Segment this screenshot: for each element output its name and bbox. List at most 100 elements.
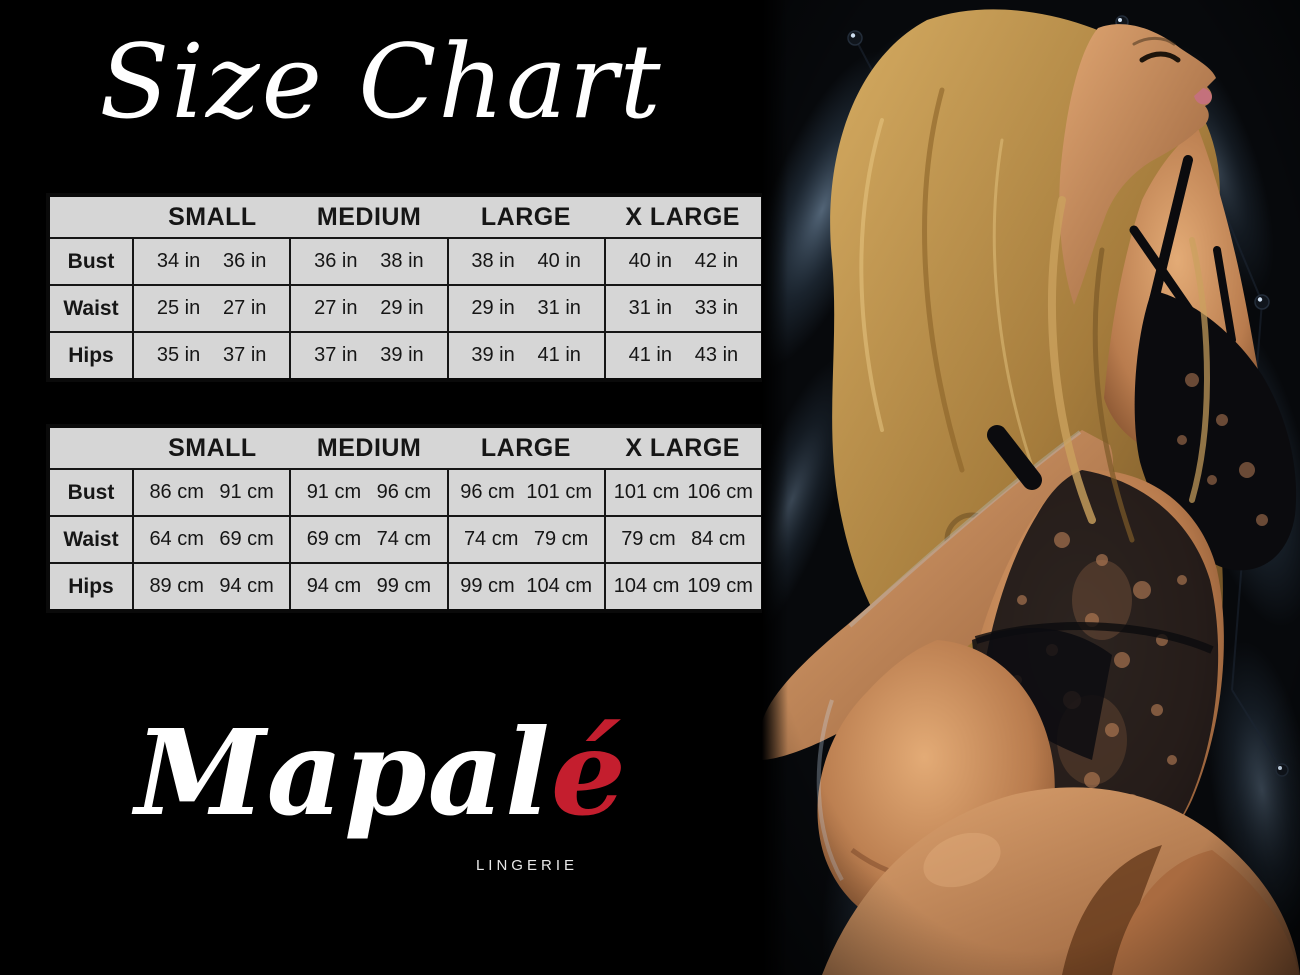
- brand-logo: Mapalé: [0, 702, 762, 844]
- size-value: 104 cm: [526, 575, 592, 597]
- model-photo: [762, 0, 1300, 975]
- size-value: 40 in: [628, 250, 672, 272]
- table-cell: 41 in 43 in: [603, 333, 761, 378]
- size-value: 74 cm: [376, 528, 432, 550]
- size-value: 91 cm: [306, 481, 362, 503]
- brand-subtitle: LINGERIE: [475, 857, 578, 874]
- size-value: 35 in: [156, 344, 201, 366]
- size-value: 89 cm: [149, 575, 204, 597]
- table-row-bust-in: Bust 34 in 36 in 36 in 38 in 38 in 40 in 40…: [50, 237, 761, 284]
- size-value: 31 in: [628, 297, 672, 319]
- size-table-cm-header-row: SMALL MEDIUM LARGE X LARGE: [50, 428, 761, 468]
- table-cell: 40 in 42 in: [603, 239, 761, 284]
- table-cell: 39 in 41 in: [446, 333, 604, 378]
- size-value: 94 cm: [219, 575, 274, 597]
- table-row-waist-cm: Waist 64 cm 69 cm 69 cm 74 cm 74 cm 79 cm 7…: [50, 515, 761, 562]
- size-value: 43 in: [694, 344, 739, 366]
- table-cell: 99 cm 104 cm: [446, 564, 604, 609]
- header-small: SMALL: [168, 433, 257, 462]
- size-value: 25 in: [156, 297, 201, 319]
- size-value: 69 cm: [219, 528, 274, 550]
- size-value: 38 in: [471, 250, 515, 272]
- size-value: 104 cm: [613, 575, 680, 597]
- size-value: 96 cm: [460, 481, 515, 503]
- size-value: 69 cm: [306, 528, 362, 550]
- row-label: Bust: [50, 470, 134, 515]
- table-row-waist-in: Waist 25 in 27 in 27 in 29 in 29 in 31 in 3…: [50, 284, 761, 331]
- size-value: 64 cm: [149, 528, 204, 550]
- table-cell: 94 cm 99 cm: [289, 564, 446, 609]
- size-value: 109 cm: [687, 575, 753, 597]
- size-value: 40 in: [537, 250, 581, 272]
- size-value: 41 in: [628, 344, 672, 366]
- row-label: Bust: [50, 239, 134, 284]
- row-label: Waist: [50, 517, 134, 562]
- table-cell: 29 in 31 in: [446, 286, 604, 331]
- table-row-hips-cm: Hips 89 cm 94 cm 94 cm 99 cm 99 cm 104 cm 1…: [50, 562, 761, 609]
- size-value: 79 cm: [621, 528, 676, 550]
- size-value: 42 in: [694, 250, 739, 272]
- table-cell: 91 cm 96 cm: [289, 470, 446, 515]
- table-cell: 36 in 38 in: [289, 239, 446, 284]
- size-value: 36 in: [314, 250, 358, 272]
- size-value: 29 in: [380, 297, 424, 319]
- size-value: 91 cm: [219, 481, 274, 503]
- table-cell: 74 cm 79 cm: [446, 517, 604, 562]
- table-cell: 86 cm 91 cm: [134, 470, 289, 515]
- table-cell: 37 in 39 in: [289, 333, 446, 378]
- row-label: Waist: [50, 286, 134, 331]
- size-value: 33 in: [694, 297, 739, 319]
- size-value: 84 cm: [691, 528, 746, 550]
- size-value: 74 cm: [463, 528, 519, 550]
- size-table-inches-header-row: SMALL MEDIUM LARGE X LARGE: [50, 197, 761, 237]
- size-value: 106 cm: [687, 481, 753, 503]
- size-value: 99 cm: [460, 575, 515, 597]
- header-large: LARGE: [480, 202, 571, 231]
- info-panel: Size Chart SMALL MEDIUM LARGE X LARGE Bu…: [0, 23, 765, 874]
- size-value: 37 in: [223, 344, 267, 366]
- header-xlarge: X LARGE: [625, 202, 740, 231]
- table-cell: 96 cm 101 cm: [446, 470, 604, 515]
- size-value: 36 in: [223, 250, 267, 272]
- size-table-centimeters: SMALL MEDIUM LARGE X LARGE Bust 86 cm 91 …: [46, 424, 765, 613]
- size-value: 101 cm: [526, 481, 592, 503]
- table-cell: 31 in 33 in: [603, 286, 761, 331]
- table-cell: 64 cm 69 cm: [134, 517, 289, 562]
- size-value: 27 in: [223, 297, 267, 319]
- table-cell: 25 in 27 in: [134, 286, 289, 331]
- size-value: 27 in: [314, 297, 358, 319]
- table-cell: 35 in 37 in: [134, 333, 289, 378]
- size-value: 101 cm: [613, 481, 680, 503]
- size-value: 39 in: [380, 344, 424, 366]
- header-xlarge: X LARGE: [625, 433, 740, 462]
- size-value: 94 cm: [306, 575, 362, 597]
- model-photo-illustration: [762, 0, 1300, 975]
- size-value: 39 in: [471, 344, 515, 366]
- size-value: 99 cm: [376, 575, 432, 597]
- row-label: Hips: [50, 564, 134, 609]
- brand-name-accent: é: [550, 703, 627, 842]
- size-value: 31 in: [537, 297, 581, 319]
- header-medium: MEDIUM: [316, 202, 422, 231]
- size-table-inches: SMALL MEDIUM LARGE X LARGE Bust 34 in 36 …: [46, 193, 765, 382]
- table-cell: 38 in 40 in: [446, 239, 604, 284]
- table-cell: 89 cm 94 cm: [134, 564, 289, 609]
- size-value: 34 in: [156, 250, 201, 272]
- size-value: 86 cm: [149, 481, 204, 503]
- table-cell: 79 cm 84 cm: [603, 517, 761, 562]
- size-value: 37 in: [314, 344, 358, 366]
- size-value: 38 in: [380, 250, 424, 272]
- page-title: Size Chart: [99, 23, 663, 142]
- table-row-bust-cm: Bust 86 cm 91 cm 91 cm 96 cm 96 cm 101 cm 1…: [50, 468, 761, 515]
- size-value: 29 in: [471, 297, 515, 319]
- table-cell: 27 in 29 in: [289, 286, 446, 331]
- brand-name-main: Mapal: [135, 703, 551, 842]
- size-value: 41 in: [537, 344, 581, 366]
- header-medium: MEDIUM: [316, 433, 422, 462]
- table-cell: 34 in 36 in: [134, 239, 289, 284]
- row-label: Hips: [50, 333, 134, 378]
- table-cell: 104 cm 109 cm: [603, 564, 761, 609]
- table-cell: 101 cm 106 cm: [603, 470, 761, 515]
- table-row-hips-in: Hips 35 in 37 in 37 in 39 in 39 in 41 in 41…: [50, 331, 761, 378]
- table-cell: 69 cm 74 cm: [289, 517, 446, 562]
